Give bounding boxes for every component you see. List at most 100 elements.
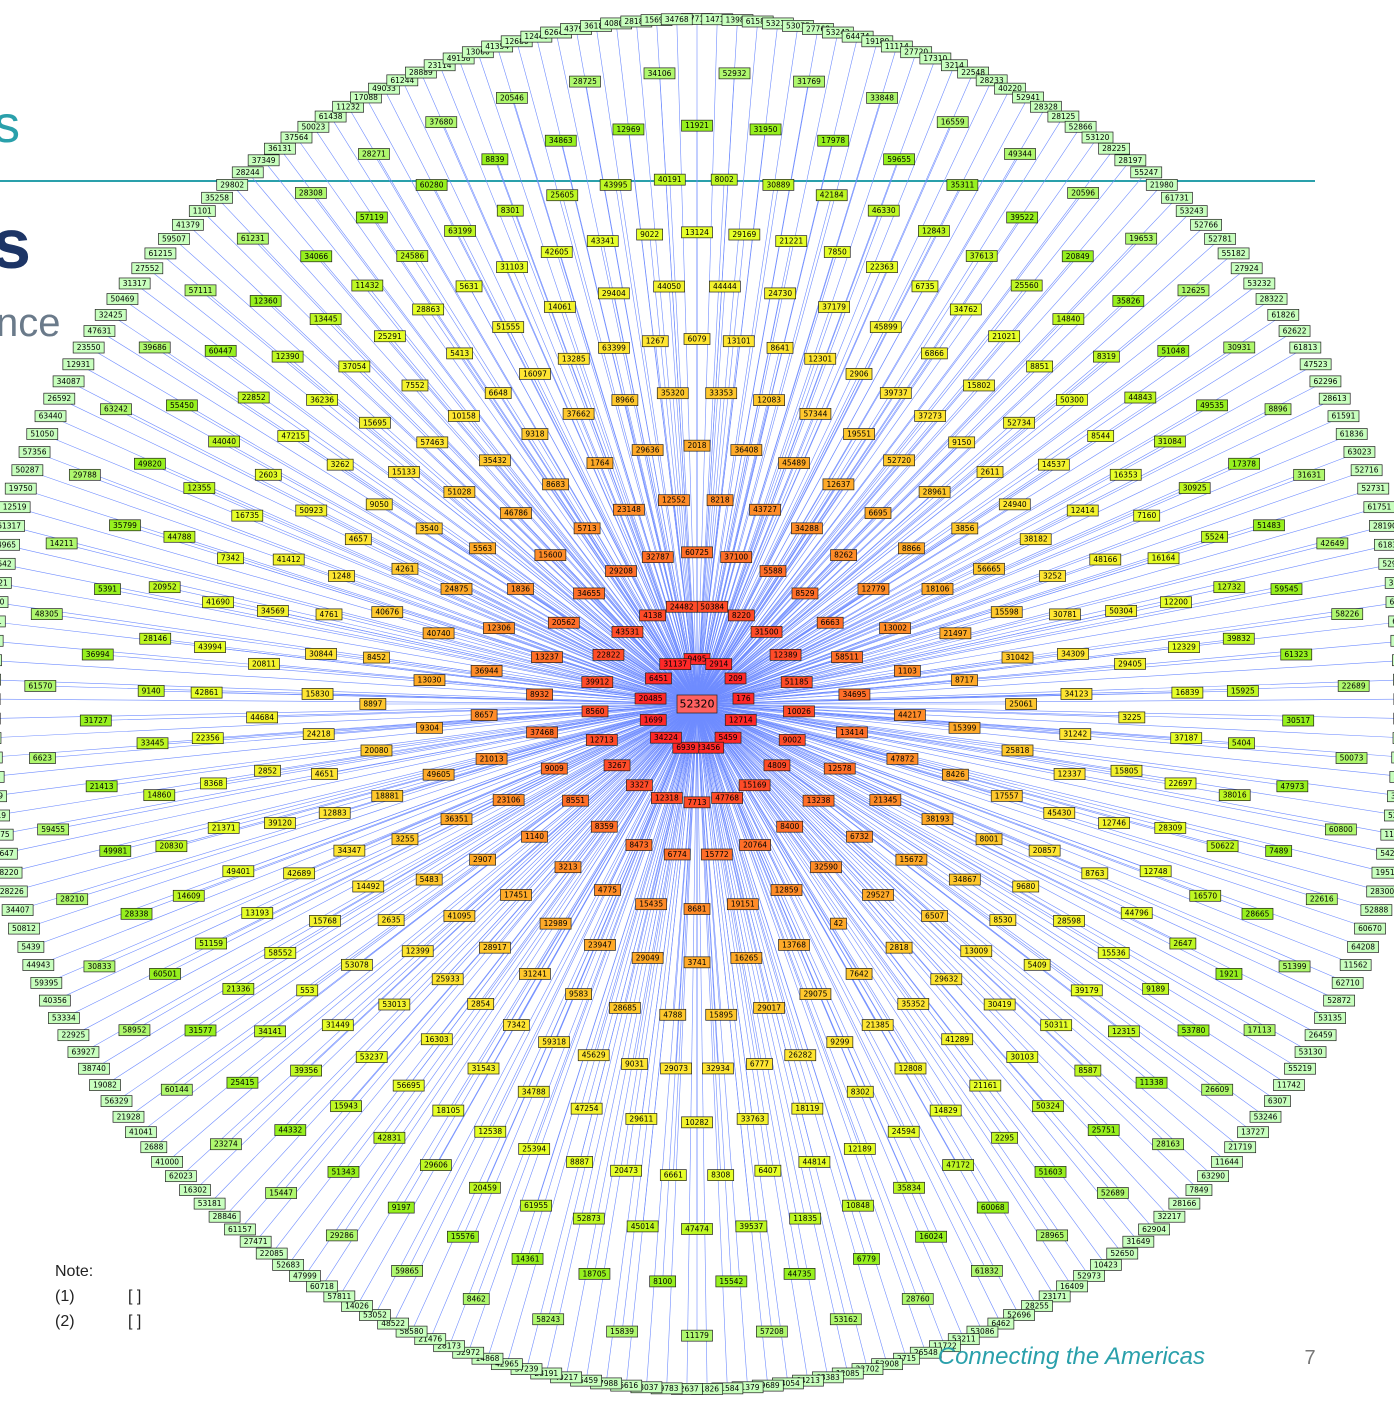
edge [696,703,1214,1177]
node-box [401,379,429,392]
node-box [496,204,524,217]
node-label: 24730 [768,289,792,298]
edge [634,703,698,1065]
node-box [300,250,333,263]
node-label: 12414 [1071,506,1095,515]
node-label: 35799 [113,521,137,530]
node-box [1001,651,1034,664]
edge [140,703,698,1133]
edge [696,451,1360,705]
node-label: 53037 [634,1383,658,1392]
node-box [470,709,498,721]
node-box [613,503,645,516]
node-box [1153,1210,1186,1223]
node-label: 31727 [84,716,108,725]
node-label: 43994 [198,643,222,652]
node-label: 41690 [206,598,230,607]
node-label: 59395 [34,978,58,987]
edge [696,487,1195,705]
node-box [351,279,384,292]
node-box [1343,446,1376,458]
edge [164,703,698,975]
edge [93,703,698,1069]
node-label: 1836 [511,584,530,593]
node-box [155,840,188,853]
edge [696,381,1326,705]
node-box [1366,885,1394,898]
edge [696,433,1352,705]
node-label: 28220 [0,868,19,877]
node-label: 3267 [607,761,626,770]
node-box [1142,982,1170,995]
node-box [949,303,982,316]
node-box [726,898,759,911]
node-label: 49605 [427,770,451,779]
node-label: 63023 [1348,448,1372,457]
node-box [1059,728,1092,740]
edge [696,703,977,952]
node-box [264,142,296,155]
node-box [1012,91,1044,104]
edge [209,703,698,1204]
node-box [0,790,7,803]
node-label: 47474 [685,1225,709,1234]
node-label: 25751 [1092,1126,1116,1135]
node-box [0,654,2,667]
node-label: 7342 [507,1021,526,1030]
edge [696,463,1245,705]
node-box [879,387,912,399]
node-label: 36236 [310,395,334,404]
node-label: 11722 [933,1342,957,1351]
node-box [1003,1309,1035,1321]
node-box [136,737,169,750]
node-label: 54210 [1380,849,1394,858]
edge [696,703,769,1171]
edge [669,179,698,705]
node-label: 52734 [1007,418,1031,427]
node-box [869,321,902,333]
node-box [1122,1235,1155,1248]
node-box [373,1131,406,1144]
node-box [443,910,476,922]
node-box [511,1253,544,1265]
edge [239,703,698,1230]
node-label: 21385 [866,1021,890,1030]
node-box [609,1002,641,1014]
node-label: 16024 [919,1232,943,1241]
node-box [705,1008,738,1021]
node-label: 20562 [552,618,576,627]
edge [534,373,698,705]
node-label: 3255 [395,835,414,844]
node-box [665,600,698,613]
node-box [764,287,797,300]
node-box [681,546,713,559]
node-label: 47631 [88,327,112,336]
edge [696,601,1177,705]
node-label: 44843 [1128,393,1152,402]
node-label: 52941 [1016,93,1040,102]
node-box [793,75,825,88]
node-box [718,67,751,80]
node-box [1189,889,1222,902]
node-label: 20764 [743,841,767,850]
edge [696,638,1239,705]
node-box [836,726,868,739]
node-box [672,741,700,754]
node-box [500,889,532,901]
node-box [1331,608,1364,620]
node-label: 50622 [1211,842,1235,851]
node-box [341,958,373,971]
edge [389,336,698,705]
node-label: 53013 [382,1000,406,1009]
node-box [658,494,690,507]
note-num: (2) [55,1313,75,1330]
node-label: 22689 [1342,681,1366,690]
edge [533,703,698,1150]
node-label: 8717 [955,676,974,685]
edge [696,703,1331,1019]
node-label: 53334 [52,1014,76,1023]
node-box [749,123,782,136]
node-label: 15672 [899,855,923,864]
edge [310,192,698,705]
node-box [420,1159,452,1171]
